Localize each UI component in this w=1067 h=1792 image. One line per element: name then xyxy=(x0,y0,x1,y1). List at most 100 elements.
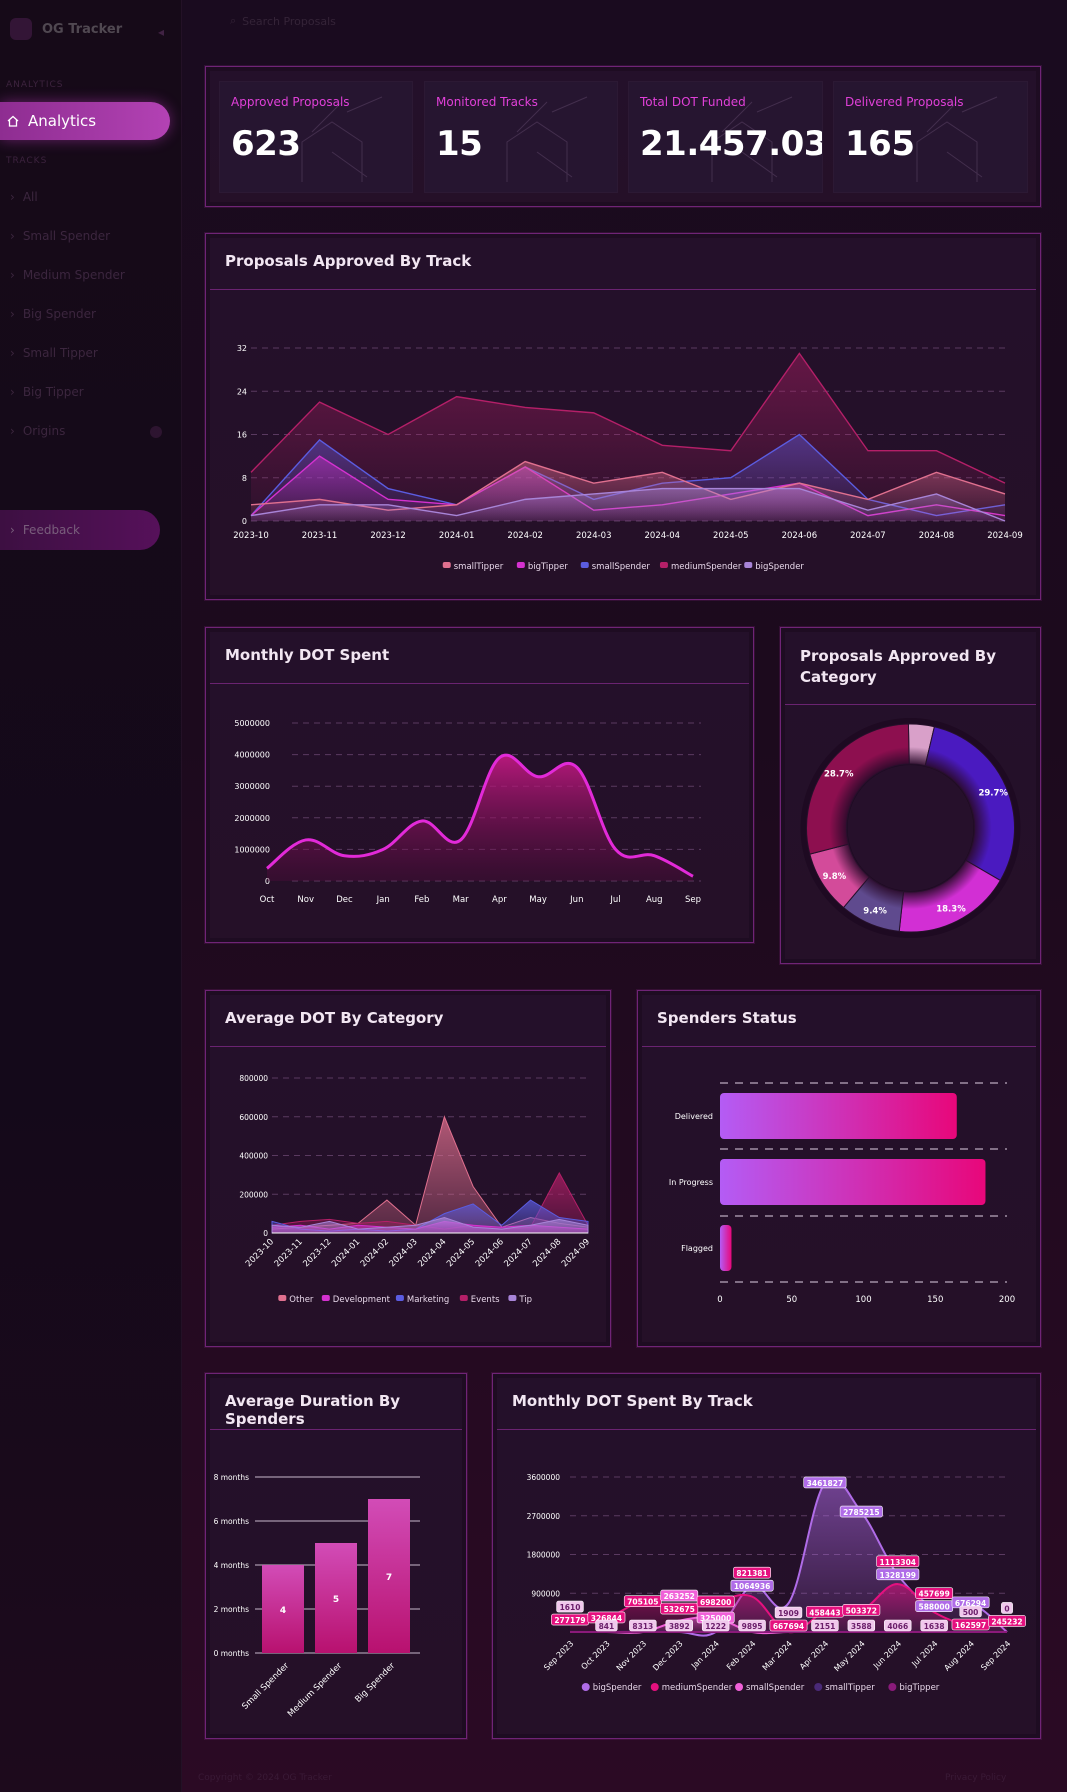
legend-label: Other xyxy=(289,1295,314,1305)
sidebar-section-tracks: TRACKS xyxy=(6,156,48,166)
pie-slice[interactable] xyxy=(924,726,1015,882)
legend-item-smallspender[interactable]: smallSpender xyxy=(580,562,651,572)
tick-label: Dec xyxy=(336,895,353,905)
search-bar[interactable]: ⌕ Search Proposals xyxy=(230,14,336,28)
bar-delivered[interactable] xyxy=(720,1093,957,1139)
legend-item-tip[interactable]: Tip xyxy=(508,1295,532,1305)
tick-label: May 2024 xyxy=(832,1639,866,1673)
tick-label: 2000000 xyxy=(234,814,270,823)
tick-label: Oct 2023 xyxy=(579,1639,611,1671)
series-line-dot-spent[interactable] xyxy=(266,753,694,878)
sidebar-item-all[interactable]: › All xyxy=(10,190,38,204)
tick-label: 8 months xyxy=(214,1473,249,1482)
data-label: 1113304 xyxy=(876,1555,920,1568)
legend-item-smalltipper[interactable]: smallTipper xyxy=(814,1683,875,1693)
tick-label: 800000 xyxy=(239,1074,268,1083)
legend-item-development[interactable]: Development xyxy=(321,1295,391,1305)
stat-card[interactable]: Delivered Proposals 165 xyxy=(833,81,1028,193)
tick-label: Nov xyxy=(297,895,314,905)
panel-divider xyxy=(210,289,1036,290)
tick-label: 2023-11 xyxy=(273,1237,305,1269)
feedback-label: Feedback xyxy=(22,523,80,537)
legend-item-bigtipper[interactable]: bigTipper xyxy=(516,562,568,572)
search-input[interactable]: Search Proposals xyxy=(242,14,336,28)
status-chart: Delivered In Progress Flagged 0 50 100 150 200 xyxy=(669,1082,1015,1305)
data-label-text: 277179 xyxy=(554,1616,585,1625)
sidebar-item-analytics[interactable]: Analytics xyxy=(0,102,170,140)
sidebar-item-origins[interactable]: › Origins xyxy=(10,424,65,438)
data-label: 9.8% xyxy=(823,872,847,882)
bar-flagged[interactable] xyxy=(720,1225,732,1271)
stat-card[interactable]: Approved Proposals 623 xyxy=(219,81,413,193)
tick-label: 3600000 xyxy=(527,1473,561,1482)
legend-item-smallspender[interactable]: smallSpender xyxy=(735,1683,805,1693)
data-label: 0 xyxy=(1001,1602,1013,1614)
data-label: 2785215 xyxy=(839,1505,883,1518)
sidebar-item-big-spender[interactable]: › Big Spender xyxy=(10,307,96,321)
data-label: 503372 xyxy=(842,1604,881,1616)
tick-label: 2023-12 xyxy=(370,531,406,541)
chevron-right-icon: › xyxy=(10,346,15,360)
panel-title-line2: Category xyxy=(800,668,877,686)
sidebar-item-label: Big Spender xyxy=(22,307,96,321)
chevron-right-icon: › xyxy=(10,229,15,243)
data-label: 2151 xyxy=(811,1619,839,1632)
legend-item-bigspender[interactable]: bigSpender xyxy=(744,562,804,572)
series-area-tip[interactable] xyxy=(271,1216,589,1234)
stat-card[interactable]: Total DOT Funded 21.457.038 xyxy=(628,81,823,193)
legend-item-bigspender[interactable]: bigSpender xyxy=(581,1683,642,1693)
stat-card[interactable]: Monitored Tracks 15 xyxy=(424,81,618,193)
legend-item-mediumspender[interactable]: mediumSpender xyxy=(650,1683,733,1693)
data-label: 3461827 xyxy=(803,1476,847,1489)
legend-item-events[interactable]: Events xyxy=(459,1295,500,1305)
data-label: 1909 xyxy=(774,1606,803,1619)
data-label-text: 1064936 xyxy=(734,1582,771,1591)
tick-label: 2024-01 xyxy=(439,531,475,541)
tick-label: 0 xyxy=(263,1229,268,1238)
panel-title: Proposals Approved By Track xyxy=(225,252,472,270)
avgcat-chart: 02000004000006000008000002023-102023-112… xyxy=(239,1074,592,1305)
stat-value: 165 xyxy=(845,124,915,164)
pie-slice[interactable] xyxy=(806,723,910,855)
sidebar-item-label: Big Tipper xyxy=(22,385,84,399)
data-label: 821381 xyxy=(733,1566,771,1579)
series-line-bigspender[interactable] xyxy=(250,487,1006,522)
sidebar-item-small-tipper[interactable]: › Small Tipper xyxy=(10,346,98,360)
avgcat-chart-panel: Average DOT By Category 0 200000 400000 600… xyxy=(205,990,611,1347)
tick-label: Sep 2024 xyxy=(979,1639,1012,1672)
tick-label: Jul 2024 xyxy=(909,1639,939,1669)
data-label: 1222 xyxy=(701,1619,730,1632)
legend-item-smalltipper[interactable]: smallTipper xyxy=(442,562,504,572)
tick-label: Sep 2023 xyxy=(542,1639,575,1672)
tick-label: Mar xyxy=(453,895,470,905)
tick-label: Apr 2024 xyxy=(798,1639,830,1671)
data-label-text: 705105 xyxy=(627,1598,658,1607)
tick-label: Apr xyxy=(492,895,507,905)
bar-in-progress[interactable] xyxy=(720,1159,986,1205)
brand[interactable]: OG Tracker xyxy=(10,18,122,40)
sidebar-item-big-tipper[interactable]: › Big Tipper xyxy=(10,385,84,399)
bar-medium-spender[interactable] xyxy=(315,1543,357,1653)
tick-label: Dec 2023 xyxy=(651,1639,685,1673)
tick-label: 50 xyxy=(786,1295,797,1305)
feedback-button[interactable]: › Feedback xyxy=(0,510,160,550)
bar-small-spender[interactable] xyxy=(262,1565,304,1653)
sidebar-item-medium-spender[interactable]: › Medium Spender xyxy=(10,268,125,282)
legend-item-mediumspender[interactable]: mediumSpender xyxy=(659,562,742,572)
data-label-text: 263252 xyxy=(664,1592,695,1601)
sidebar-item-small-spender[interactable]: › Small Spender xyxy=(10,229,110,243)
legend-item-other[interactable]: Other xyxy=(278,1295,314,1305)
tick-label: 150 xyxy=(927,1295,943,1305)
legend-item-bigtipper[interactable]: bigTipper xyxy=(888,1683,940,1693)
chevron-left-icon[interactable]: ◂ xyxy=(158,25,165,39)
footer-privacy-link[interactable]: Privacy Policy xyxy=(945,1773,1007,1783)
tick-label: 0 xyxy=(242,517,247,526)
bar-big-spender[interactable] xyxy=(368,1499,410,1653)
data-label-text: 457699 xyxy=(919,1590,950,1599)
series-line-mediumspender[interactable] xyxy=(250,352,1006,484)
tick-label: 5000000 xyxy=(234,719,270,728)
stat-label: Total DOT Funded xyxy=(640,95,746,109)
tick-label: 0 xyxy=(265,877,270,886)
legend-item-marketing[interactable]: Marketing xyxy=(395,1295,449,1305)
legend-label: smallTipper xyxy=(825,1683,875,1693)
